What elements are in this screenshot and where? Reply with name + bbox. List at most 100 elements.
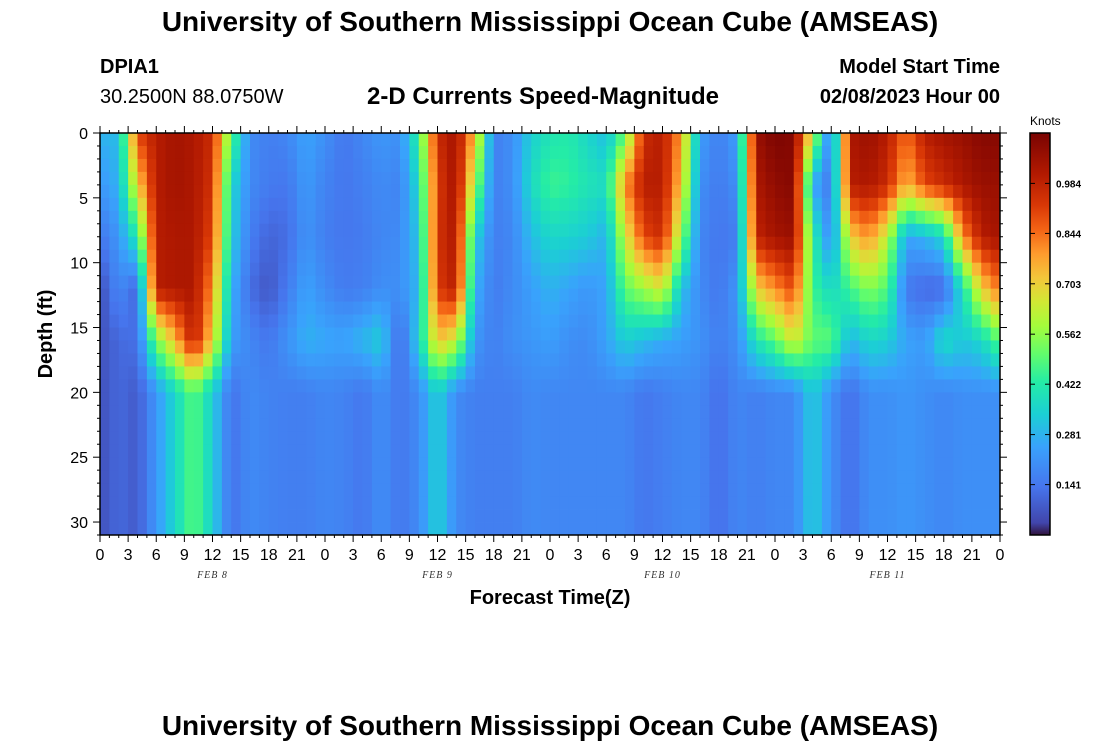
- heatmap-cell: [718, 366, 729, 380]
- heatmap-cell: [259, 340, 270, 354]
- heatmap-cell: [681, 366, 692, 380]
- heatmap-cell: [212, 158, 223, 173]
- heatmap-cell: [540, 197, 551, 212]
- heatmap-cell: [325, 314, 335, 328]
- heatmap-cell: [709, 366, 720, 380]
- heatmap-cell: [587, 496, 598, 510]
- heatmap-cell: [681, 509, 692, 523]
- heatmap-cell: [109, 314, 120, 328]
- heatmap-cell: [981, 210, 992, 225]
- heatmap-cell: [259, 457, 270, 471]
- heatmap-cell: [775, 379, 785, 393]
- heatmap-cell: [784, 275, 795, 290]
- heatmap-cell: [728, 223, 738, 238]
- heatmap-cell: [381, 379, 392, 393]
- heatmap-cell: [840, 327, 851, 341]
- heatmap-cell: [568, 301, 579, 315]
- heatmap-cell: [203, 184, 213, 199]
- heatmap-cell: [296, 457, 307, 471]
- heatmap-cell: [184, 171, 195, 186]
- heatmap-cell: [400, 353, 410, 367]
- heatmap-cell: [896, 509, 907, 523]
- heatmap-cell: [821, 418, 832, 432]
- heatmap-cell: [446, 210, 457, 225]
- heatmap-cell: [484, 496, 495, 510]
- heatmap-cell: [709, 522, 720, 536]
- heatmap-cell: [175, 301, 185, 315]
- heatmap-cell: [165, 249, 176, 264]
- heatmap-cell: [700, 483, 710, 497]
- heatmap-cell: [531, 405, 542, 419]
- heatmap-cell: [559, 133, 570, 147]
- heatmap-cell: [287, 444, 298, 458]
- heatmap-cell: [606, 444, 617, 458]
- heatmap-cell: [100, 522, 110, 536]
- heatmap-cell: [306, 483, 317, 497]
- heatmap-cell: [315, 353, 326, 367]
- station-coordinates: 30.2500N 88.0750W: [100, 86, 284, 108]
- heatmap-cell: [521, 509, 532, 523]
- heatmap-cell: [521, 405, 532, 419]
- heatmap-cell: [784, 210, 795, 225]
- heatmap-cell: [428, 249, 438, 264]
- heatmap-cell: [662, 418, 673, 432]
- heatmap-cell: [475, 184, 485, 199]
- heatmap-cell: [990, 288, 1001, 302]
- heatmap-cell: [812, 145, 823, 160]
- heatmap-cell: [231, 366, 242, 380]
- heatmap-cell: [334, 197, 345, 212]
- heatmap-cell: [700, 288, 710, 302]
- heatmap-cell: [568, 262, 579, 277]
- heatmap-cell: [709, 418, 720, 432]
- heatmap-cell: [240, 197, 251, 212]
- heatmap-cell: [128, 262, 138, 277]
- heatmap-cell: [587, 301, 598, 315]
- heatmap-cell: [503, 392, 513, 406]
- heatmap-cell: [381, 457, 392, 471]
- heatmap-cell: [137, 444, 148, 458]
- heatmap-cell: [156, 366, 167, 380]
- heatmap-cell: [353, 379, 363, 393]
- heatmap-cell: [137, 158, 148, 173]
- heatmap-cell: [615, 197, 626, 212]
- heatmap-cell: [709, 223, 720, 238]
- heatmap-cell: [756, 223, 767, 238]
- heatmap-cell: [559, 379, 570, 393]
- heatmap-cell: [362, 275, 373, 290]
- heatmap-cell: [990, 133, 1001, 147]
- heatmap-cell: [175, 223, 185, 238]
- heatmap-cell: [803, 288, 813, 302]
- heatmap-cell: [362, 457, 373, 471]
- heatmap-cell: [240, 314, 251, 328]
- heatmap-cell: [287, 301, 298, 315]
- heatmap-cell: [362, 314, 373, 328]
- heatmap-cell: [128, 418, 138, 432]
- heatmap-cell: [540, 145, 551, 160]
- heatmap-cell: [859, 223, 870, 238]
- heatmap-cell: [943, 262, 954, 277]
- heatmap-cell: [775, 133, 785, 147]
- heatmap-cell: [634, 301, 645, 315]
- heatmap-cell: [643, 431, 654, 445]
- heatmap-cell: [700, 249, 710, 264]
- heatmap-cell: [456, 509, 467, 523]
- heatmap-cell: [615, 418, 626, 432]
- heatmap-cell: [746, 236, 757, 251]
- heatmap-cell: [100, 236, 110, 251]
- heatmap-cell: [981, 236, 992, 251]
- plot-title: 2-D Currents Speed-Magnitude: [367, 83, 720, 110]
- heatmap-cell: [887, 405, 898, 419]
- heatmap-cell: [306, 288, 317, 302]
- heatmap-cell: [653, 236, 663, 251]
- heatmap-cell: [428, 301, 438, 315]
- heatmap-cell: [906, 301, 917, 315]
- heatmap-cell: [878, 431, 888, 445]
- heatmap-cell: [943, 223, 954, 238]
- heatmap-cell: [175, 158, 185, 173]
- heatmap-cell: [193, 210, 204, 225]
- heatmap-cell: [362, 327, 373, 341]
- heatmap-cell: [671, 236, 682, 251]
- heatmap-cell: [671, 171, 682, 186]
- heatmap-cell: [146, 444, 157, 458]
- heatmap-cell: [587, 444, 598, 458]
